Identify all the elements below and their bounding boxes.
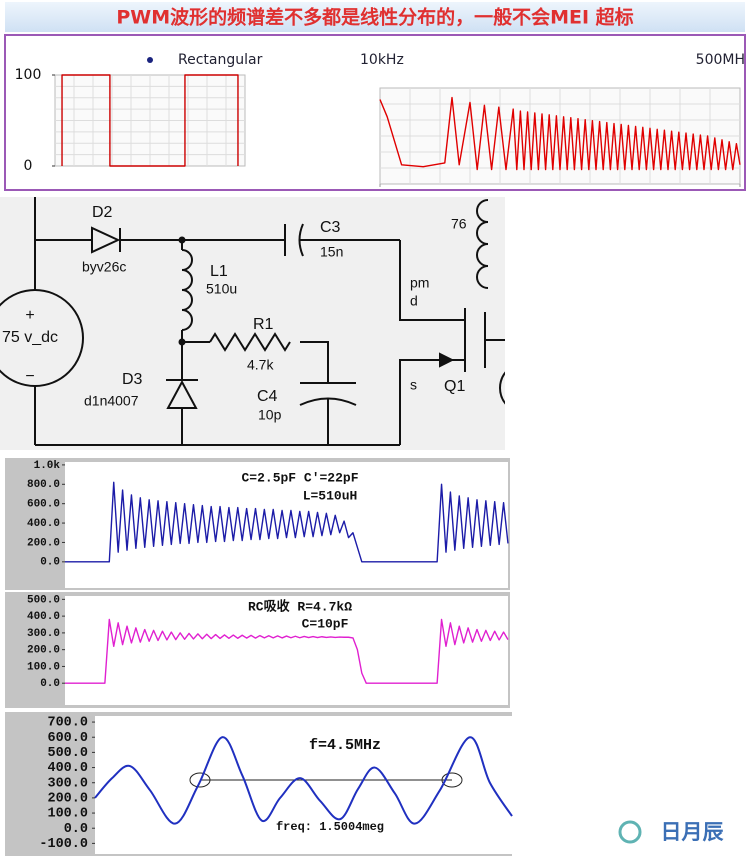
y-tick-label: 100 <box>15 67 42 83</box>
diode <box>91 226 121 254</box>
measure-marker <box>189 772 463 788</box>
y-tick-label: 1.0k <box>34 460 61 472</box>
inductor <box>181 249 193 331</box>
y-tick-label: 500.0 <box>47 746 88 761</box>
node-label: pm <box>410 275 429 291</box>
y-tick-label: 300.0 <box>47 776 88 791</box>
data-line <box>65 481 509 563</box>
component-value: d1n4007 <box>84 393 139 409</box>
annotation: freq: 1.5004meg <box>276 820 384 834</box>
y-tick-label: 0.0 <box>40 678 60 690</box>
y-tick-label: 200.0 <box>47 791 88 806</box>
mosfet-arrow <box>439 352 455 368</box>
annotation: C=2.5pF C'=22pF <box>241 470 358 485</box>
y-tick-label: -100.0 <box>39 837 88 852</box>
x-tick-label: 500MH <box>696 52 745 68</box>
capacitor-plate <box>298 223 304 257</box>
y-tick-label: 800.0 <box>27 479 60 491</box>
component-value: 510u <box>206 281 237 297</box>
component-name: L1 <box>210 263 228 280</box>
plot-area <box>65 596 508 705</box>
wire <box>300 341 329 383</box>
source-label: 75 v_dc <box>2 329 58 346</box>
data-line <box>379 96 741 171</box>
legend-marker <box>147 57 153 63</box>
transformer <box>476 199 489 289</box>
y-tick-label: 600.0 <box>27 499 60 511</box>
node-label: d <box>410 293 418 309</box>
annotation: f=4.5MHz <box>309 737 381 754</box>
watermark: 日月辰 <box>661 820 724 844</box>
marker-cursor <box>441 772 463 788</box>
source-minus: − <box>25 368 34 385</box>
y-tick-label: 100.0 <box>27 661 60 673</box>
component-value: 4.7k <box>247 357 274 373</box>
component-name: C4 <box>257 388 278 405</box>
y-tick-label: 200.0 <box>27 537 60 549</box>
legend-label: Rectangular <box>178 52 263 68</box>
node-label: s <box>410 377 417 393</box>
wire <box>399 240 465 321</box>
source-plus: + <box>25 307 34 324</box>
annotation: L=510uH <box>303 488 358 503</box>
circle-part <box>499 371 505 405</box>
component-name: D2 <box>92 204 113 221</box>
plot-area <box>65 462 508 588</box>
y-tick-label: 400.0 <box>27 518 60 530</box>
y-tick-label: 600.0 <box>47 731 88 746</box>
transformer-label: 76 <box>451 216 467 232</box>
marker-cursor <box>189 772 211 788</box>
watermark-logo <box>618 820 642 844</box>
header-bar <box>5 2 745 32</box>
circuit-diagram: 75 v_dc + − D2 byv26c L1 510u C3 15n R1 … <box>0 197 505 450</box>
component-value: byv26c <box>82 259 126 275</box>
y-tick-label: 500.0 <box>27 594 60 606</box>
component-name: D3 <box>122 371 143 388</box>
data-line <box>61 74 239 167</box>
y-tick-label: 0 <box>24 158 33 174</box>
annotation: C=10pF <box>302 616 349 631</box>
component-name: Q1 <box>444 378 465 395</box>
y-tick-label: 0.0 <box>64 822 88 837</box>
annotation: RC吸收 R=4.7kΩ <box>248 598 352 614</box>
capacitor-plate <box>299 397 357 406</box>
data-line <box>94 736 513 825</box>
y-tick-label: 400.0 <box>47 761 88 776</box>
component-name: R1 <box>253 316 274 333</box>
component-value: 10p <box>258 407 282 423</box>
y-tick-label: 100.0 <box>47 807 88 822</box>
data-line <box>65 618 509 684</box>
y-tick-label: 0.0 <box>40 557 60 569</box>
y-tick-label: 300.0 <box>27 628 60 640</box>
y-tick-label: 700.0 <box>47 716 88 731</box>
component-name: C3 <box>320 219 341 236</box>
header-title: PWM波形的频谱差不多都是线性分布的，一般不会MEI 超标 <box>116 6 633 29</box>
y-tick-label: 200.0 <box>27 645 60 657</box>
component-value: 15n <box>320 244 343 260</box>
x-tick-label: 10kHz <box>360 52 404 68</box>
resistor <box>209 332 291 352</box>
y-tick-label: 400.0 <box>27 611 60 623</box>
